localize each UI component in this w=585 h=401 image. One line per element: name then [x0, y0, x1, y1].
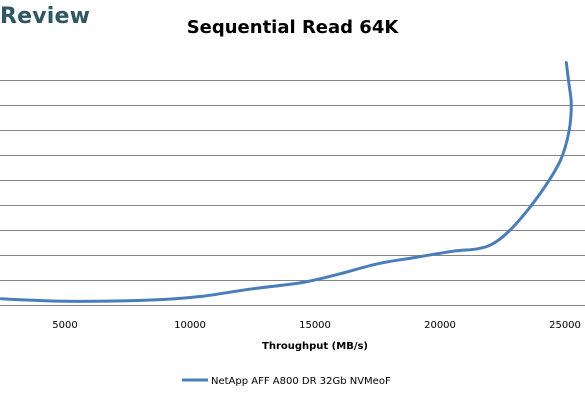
legend: NetApp AFF A800 DR 32Gb NVMeoF [182, 376, 391, 387]
x-tick-label: 25000 [549, 320, 581, 331]
x-tick-labels: 5000 10000 15000 20000 25000 [52, 320, 581, 331]
x-axis-label: Throughput (MB/s) [262, 341, 368, 352]
series-group [0, 61, 573, 303]
x-tick-label: 15000 [299, 320, 331, 331]
x-tick-label: 5000 [52, 320, 77, 331]
legend-entry-label: NetApp AFF A800 DR 32Gb NVMeoF [211, 376, 391, 387]
series-line [0, 61, 573, 303]
gridlines [0, 80, 585, 306]
x-tick-label: 20000 [424, 320, 456, 331]
brand-logo: Review [0, 4, 91, 29]
chart-title: Sequential Read 64K [186, 17, 399, 38]
x-tick-label: 10000 [174, 320, 206, 331]
